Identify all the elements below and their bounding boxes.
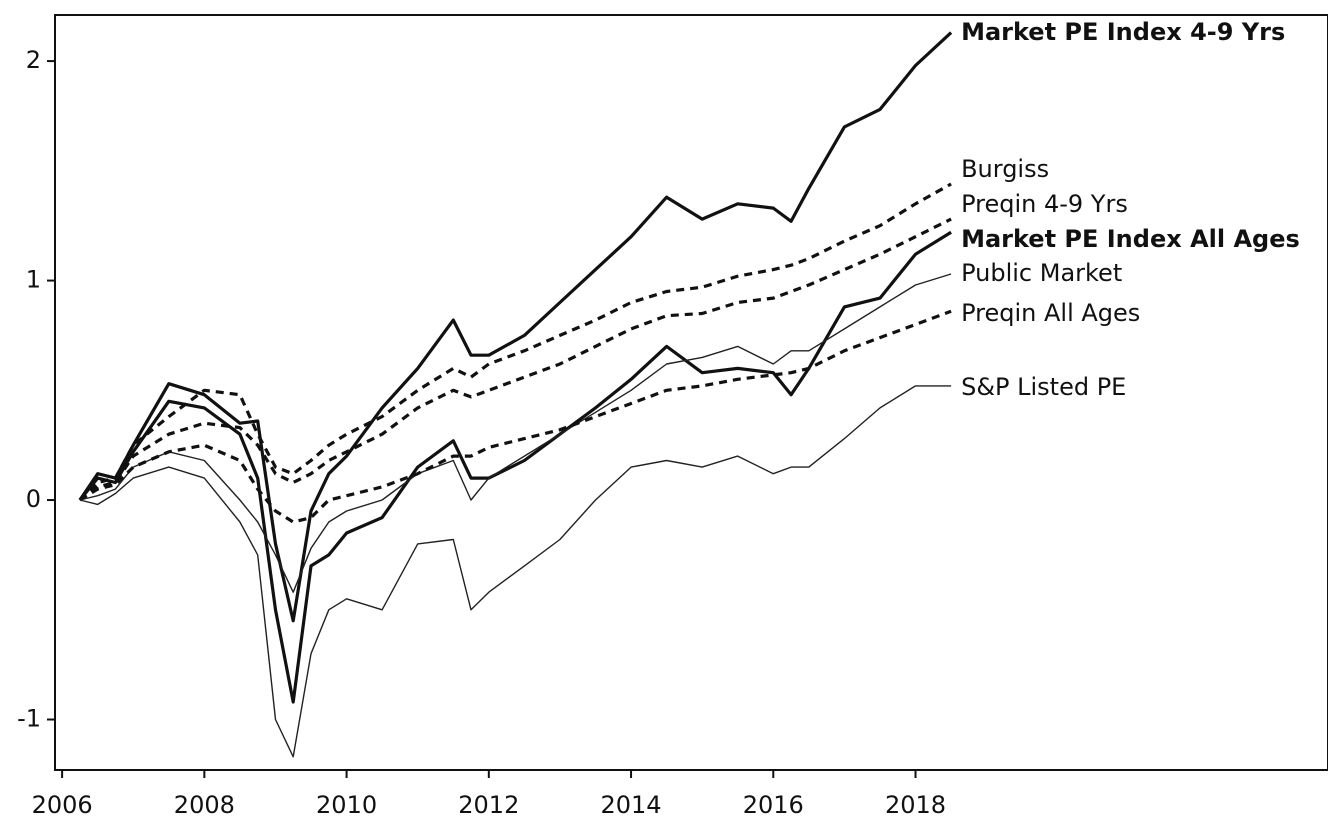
y-tick-label: 1 xyxy=(26,266,41,294)
series-line xyxy=(78,31,953,623)
series-line xyxy=(78,230,952,704)
plot-frame xyxy=(54,14,1328,771)
x-tick-label: 2016 xyxy=(743,791,804,819)
x-tick-label: 2010 xyxy=(316,791,377,819)
series-label: Market PE Index 4-9 Yrs xyxy=(961,18,1285,46)
x-tick-label: 2014 xyxy=(601,791,662,819)
x-tick-label: 2018 xyxy=(885,791,946,819)
y-tick-label: 0 xyxy=(26,485,41,513)
x-tick-label: 2012 xyxy=(458,791,519,819)
y-tick-label: -1 xyxy=(17,705,41,733)
series-line xyxy=(78,217,952,502)
series-line xyxy=(79,309,952,524)
series-label: Public Market xyxy=(961,259,1122,287)
y-tick-label: 2 xyxy=(26,46,41,74)
series-label: S&P Listed PE xyxy=(961,373,1126,401)
x-tick-label: 2008 xyxy=(174,791,235,819)
series-label: Burgiss xyxy=(961,155,1049,183)
series-label: Preqin 4-9 Yrs xyxy=(961,190,1128,218)
series-label: Market PE Index All Ages xyxy=(961,225,1300,253)
x-tick-label: 2006 xyxy=(32,791,93,819)
series-line xyxy=(79,385,952,758)
series-line xyxy=(78,182,952,502)
series-line xyxy=(79,273,952,593)
series-label: Preqin All Ages xyxy=(961,299,1140,327)
